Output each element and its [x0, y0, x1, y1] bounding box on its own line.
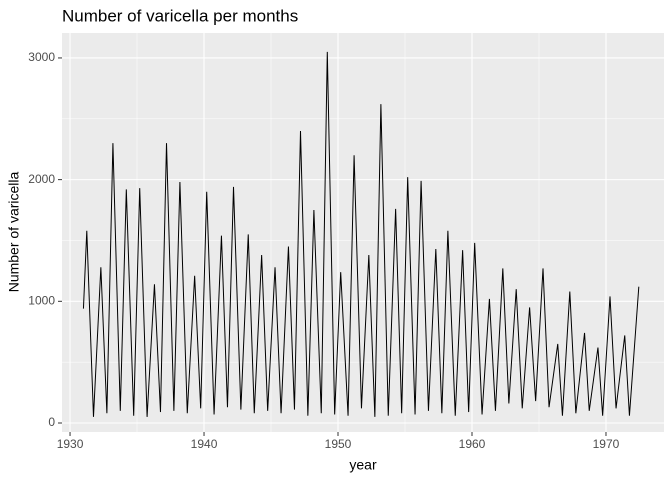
y-tick-label: 0 — [48, 415, 55, 429]
x-tick-label: 1970 — [593, 437, 620, 451]
x-tick-label: 1960 — [459, 437, 486, 451]
y-tick-label: 3000 — [28, 50, 55, 64]
x-tick-label: 1930 — [57, 437, 84, 451]
x-tick-label: 1950 — [325, 437, 352, 451]
chart-title: Number of varicella per months — [62, 6, 298, 25]
data-line — [82, 51, 640, 417]
y-axis-label: Number of varicella — [6, 171, 22, 292]
x-tick-label: 1940 — [191, 437, 218, 451]
x-axis-label: year — [349, 457, 377, 473]
y-tick-label: 1000 — [28, 293, 55, 307]
panel — [62, 33, 664, 432]
y-tick-label: 2000 — [28, 172, 55, 186]
